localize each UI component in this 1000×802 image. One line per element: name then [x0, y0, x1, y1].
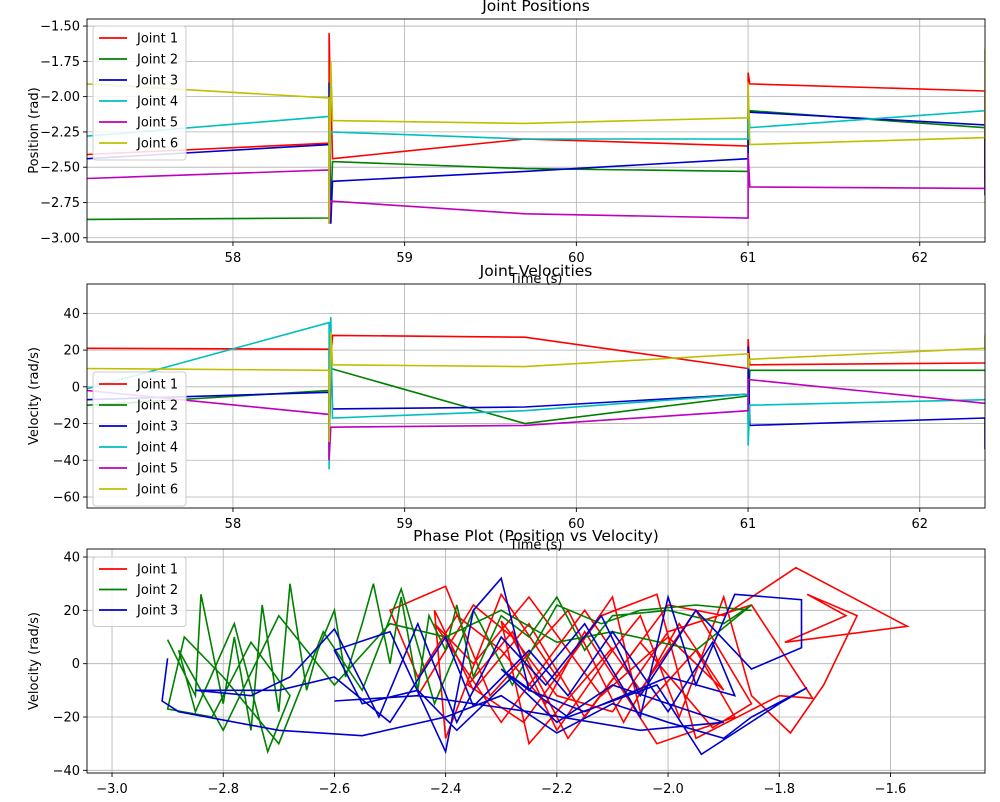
y-tick-label: −2.50 [40, 161, 80, 176]
series-group [161, 566, 910, 756]
x-tick-label: 58 [225, 517, 242, 532]
y-axis-label: Velocity (rad/s) [27, 347, 42, 445]
y-tick-label: 0 [72, 380, 80, 395]
x-tick-label: 60 [568, 251, 585, 266]
legend-label: Joint 1 [136, 378, 178, 393]
axes-frame [86, 548, 986, 774]
series-group [87, 33, 985, 224]
legend-label: Joint 3 [136, 420, 178, 435]
legend-label: Joint 5 [136, 462, 178, 477]
y-tick-label: −2.25 [40, 125, 80, 140]
x-tick-label: −3.0 [96, 782, 128, 797]
y-tick-label: −40 [53, 764, 80, 779]
series-line-joint-1 [87, 33, 985, 182]
y-tick-label: −3.00 [40, 231, 80, 246]
axes-frame [86, 18, 986, 243]
x-tick-label: −1.6 [875, 782, 907, 797]
x-tick-label: −2.8 [207, 782, 239, 797]
x-tick-label: 62 [911, 251, 928, 266]
y-tick-label: −40 [53, 454, 80, 469]
y-tick-label: −20 [53, 711, 80, 726]
legend-label: Joint 2 [136, 583, 178, 598]
x-tick-label: −2.4 [430, 782, 462, 797]
y-tick-label: −2.00 [40, 90, 80, 105]
legend-label: Joint 2 [136, 53, 178, 68]
x-tick-label: −1.8 [763, 782, 795, 797]
axes-frame [86, 283, 986, 509]
y-tick-label: 20 [63, 604, 80, 619]
legend-label: Joint 1 [136, 563, 178, 578]
series-group [87, 316, 985, 470]
legend-label: Joint 4 [136, 95, 178, 110]
legend-label: Joint 6 [136, 483, 178, 498]
legend-label: Joint 4 [136, 441, 178, 456]
x-tick-label: 59 [396, 517, 413, 532]
chart-panel-3: −3.0 −2.8 −2.6 −2.4 −2.2 −2.0 −1.8 −1.6 −40 −20 0 2… [27, 527, 986, 797]
x-tick-label: −2.6 [319, 782, 351, 797]
y-tick-label: 20 [63, 344, 80, 359]
chart-title: Joint Positions [481, 0, 590, 15]
series-line-joint-4 [87, 316, 985, 470]
y-axis-label: Velocity (rad/s) [27, 612, 42, 710]
y-tick-label: 40 [63, 551, 80, 566]
series-line-joint-1 [388, 566, 910, 746]
series-line-joint-5 [87, 153, 985, 224]
series-line-joint-5 [87, 378, 985, 461]
x-tick-label: 59 [396, 251, 413, 266]
y-tick-label: −2.75 [40, 196, 80, 211]
legend-label: Joint 2 [136, 399, 178, 414]
y-tick-label: −1.75 [40, 55, 80, 70]
series-line-joint-3 [161, 576, 808, 756]
y-tick-label: −20 [53, 417, 80, 432]
x-tick-label: 60 [568, 517, 585, 532]
series-line-joint-6 [87, 331, 985, 442]
legend-label: Joint 1 [136, 32, 178, 47]
legend-label: Joint 3 [136, 604, 178, 619]
y-tick-label: 40 [63, 307, 80, 322]
y-tick-label: −60 [53, 490, 80, 505]
y-tick-label: 0 [72, 657, 80, 672]
chart-title: Joint Velocities [479, 262, 593, 280]
chart-panel-2: 58 59 60 61 62 −60 −40 −20 0 20 40 Time (s) Velocity… [27, 262, 986, 553]
legend-label: Joint 3 [136, 74, 178, 89]
x-tick-label: 62 [911, 517, 928, 532]
x-tick-label: 61 [740, 517, 757, 532]
series-line-joint-2 [166, 583, 753, 755]
x-axis-label: Time (s) [509, 272, 563, 287]
chart-panel-1: 58 59 60 61 62 −3.00 −2.75 −2.50 −2.25 −2.00 −1.75… [27, 0, 986, 287]
x-tick-label: 61 [740, 251, 757, 266]
chart-title: Phase Plot (Position vs Velocity) [413, 527, 659, 545]
y-axis-label: Position (rad) [27, 87, 42, 173]
y-tick-label: −1.50 [40, 20, 80, 35]
series-line-joint-6 [87, 48, 985, 224]
x-tick-label: 58 [225, 251, 242, 266]
series-line-joint-2 [87, 109, 985, 221]
legend-label: Joint 5 [136, 116, 178, 131]
x-tick-label: −2.2 [541, 782, 573, 797]
x-tick-label: −2.0 [652, 782, 684, 797]
legend-label: Joint 6 [136, 137, 178, 152]
